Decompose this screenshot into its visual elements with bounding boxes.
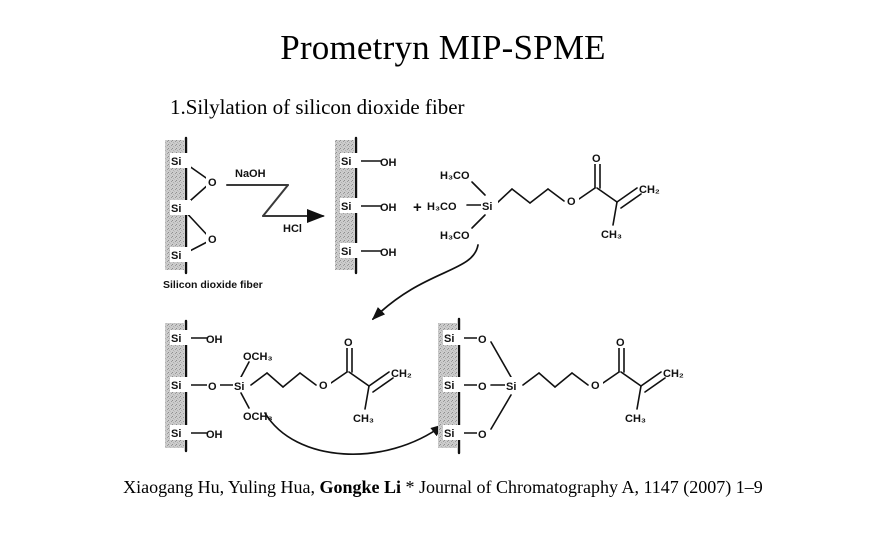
group-label-methoxy: H₃CO (427, 201, 457, 213)
atom-label-si: Si (234, 381, 244, 393)
group-label-vinyl: CH₂ (639, 184, 660, 196)
atom-label-o: O (208, 234, 217, 246)
atom-label-si: Si (444, 333, 454, 345)
group-label-oh: OH (380, 202, 397, 214)
group-label-methoxy: OCH₃ (243, 351, 273, 363)
citation-authors-prefix: Xiaogang Hu, Yuling Hua, (123, 477, 320, 497)
atom-label-si: Si (341, 201, 351, 213)
group-label-vinyl: CH₂ (391, 368, 412, 380)
atom-label-si: Si (171, 156, 181, 168)
atom-label-si: Si (171, 380, 181, 392)
atom-label-si: Si (444, 428, 454, 440)
atom-label-o: O (478, 429, 487, 441)
atom-label-ester-oxygen: O (591, 380, 600, 392)
atom-label-ester-oxygen: O (567, 196, 576, 208)
citation-line: Xiaogang Hu, Yuling Hua, Gongke Li * Jou… (0, 477, 886, 498)
group-label-methyl: CH₃ (601, 229, 622, 241)
reaction-arrow (226, 184, 325, 223)
atom-label-si: Si (341, 246, 351, 258)
group-label-oh: OH (206, 334, 223, 346)
citation-journal-reference: * Journal of Chromatography A, 1147 (200… (401, 477, 763, 497)
atom-label-si: Si (506, 381, 516, 393)
fiber-caption: Silicon dioxide fiber (163, 279, 263, 291)
atom-label-si: Si (171, 333, 181, 345)
atom-label-si: Si (171, 250, 181, 262)
plus-sign: + (413, 199, 422, 216)
atom-label-carbonyl-oxygen: O (616, 337, 625, 349)
group-label-vinyl: CH₂ (663, 368, 684, 380)
atom-label-si: Si (341, 156, 351, 168)
reagent-naoh: NaOH (235, 168, 266, 180)
atom-label-carbonyl-oxygen: O (592, 153, 601, 165)
reagent-hcl: HCl (283, 223, 302, 235)
group-label-methyl: CH₃ (625, 413, 646, 425)
curved-arrow-down-left (371, 244, 479, 321)
atom-label-si: Si (444, 380, 454, 392)
curved-arrow-right-up (264, 412, 445, 455)
group-label-methoxy: H₃CO (440, 170, 470, 182)
group-label-oh: OH (206, 429, 223, 441)
atom-label-o: O (478, 381, 487, 393)
atom-label-o: O (478, 334, 487, 346)
page-title: Prometryn MIP-SPME (280, 28, 606, 67)
atom-label-bridge-oxygen: O (208, 381, 217, 393)
group-label-methoxy: H₃CO (440, 230, 470, 242)
atom-label-o: O (208, 177, 217, 189)
atom-label-carbonyl-oxygen: O (344, 337, 353, 349)
atom-label-ester-oxygen: O (319, 380, 328, 392)
atom-label-si: Si (482, 201, 492, 213)
group-label-oh: OH (380, 247, 397, 259)
atom-label-si: Si (171, 428, 181, 440)
atom-label-si: Si (171, 203, 181, 215)
group-label-oh: OH (380, 157, 397, 169)
section-heading: 1.Silylation of silicon dioxide fiber (170, 95, 465, 119)
citation-corresponding-author: Gongke Li (319, 477, 402, 497)
silylation-reaction-scheme: Si Si Si O O Silicon dioxide fiber (155, 133, 715, 463)
group-label-methyl: CH₃ (353, 413, 374, 425)
